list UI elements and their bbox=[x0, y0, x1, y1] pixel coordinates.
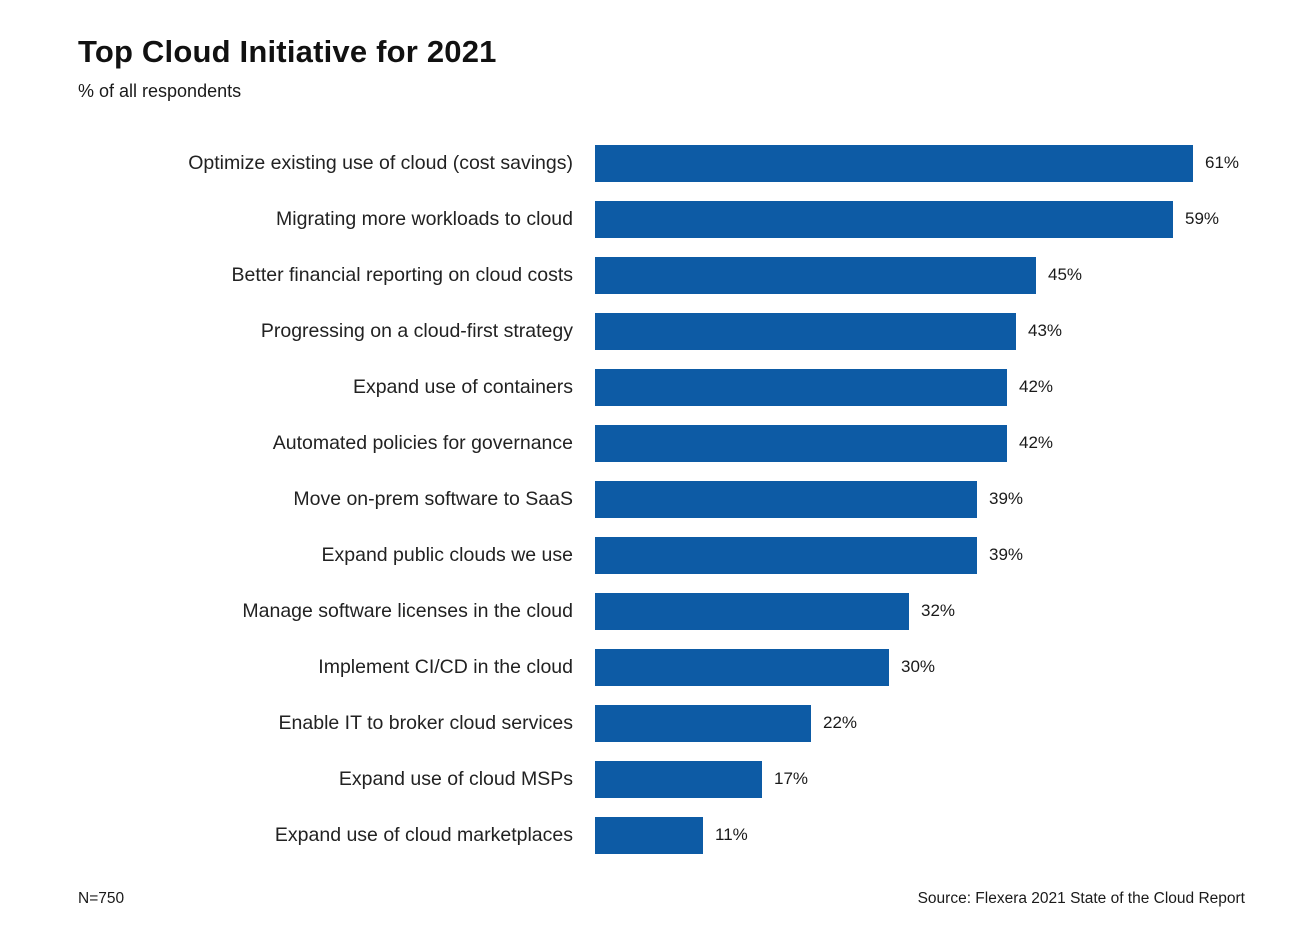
bar-track: 22% bbox=[595, 704, 858, 742]
value-label: 59% bbox=[1185, 209, 1220, 228]
bar bbox=[595, 424, 1007, 462]
bar bbox=[595, 256, 1036, 294]
bar-track: 32% bbox=[595, 592, 956, 630]
value-label: 61% bbox=[1205, 153, 1240, 172]
bar-track: 43% bbox=[595, 312, 1063, 350]
bar bbox=[595, 312, 1016, 350]
category-label: Expand use of cloud marketplaces bbox=[274, 823, 573, 846]
category-label: Move on-prem software to SaaS bbox=[293, 487, 573, 510]
bar-track: 42% bbox=[595, 424, 1054, 462]
bar-row: Expand use of containers 42% bbox=[78, 359, 1245, 415]
category-label: Manage software licenses in the cloud bbox=[242, 599, 573, 622]
value-label: 42% bbox=[1019, 377, 1054, 396]
bar-track: 59% bbox=[595, 200, 1220, 238]
value-label: 39% bbox=[989, 489, 1024, 508]
value-label: 22% bbox=[823, 713, 858, 732]
chart-subtitle: % of all respondents bbox=[78, 81, 242, 101]
bar-row: Expand public clouds we use 39% bbox=[78, 527, 1245, 583]
bar-row: Expand use of cloud MSPs 17% bbox=[78, 751, 1245, 807]
value-label: 42% bbox=[1019, 433, 1054, 452]
bar-row: Automated policies for governance 42% bbox=[78, 415, 1245, 471]
category-label: Expand use of cloud MSPs bbox=[338, 767, 573, 790]
bar bbox=[595, 704, 811, 742]
bar bbox=[595, 592, 909, 630]
bar bbox=[595, 144, 1193, 182]
bar-row: Progressing on a cloud-first strategy 43% bbox=[78, 303, 1245, 359]
category-label: Expand public clouds we use bbox=[321, 543, 574, 566]
value-label: 30% bbox=[901, 657, 936, 676]
bar-row: Expand use of cloud marketplaces 11% bbox=[78, 807, 1245, 863]
bar bbox=[595, 200, 1173, 238]
bar-track: 61% bbox=[595, 144, 1240, 182]
category-label: Optimize existing use of cloud (cost sav… bbox=[188, 151, 573, 174]
category-label: Automated policies for governance bbox=[272, 431, 573, 454]
bar-row: Enable IT to broker cloud services 22% bbox=[78, 695, 1245, 751]
bar-row: Better financial reporting on cloud cost… bbox=[78, 247, 1245, 303]
value-label: 32% bbox=[921, 601, 956, 620]
bar-track: 45% bbox=[595, 256, 1083, 294]
value-label: 11% bbox=[715, 825, 748, 844]
bar bbox=[595, 760, 762, 798]
category-label: Implement CI/CD in the cloud bbox=[318, 655, 573, 678]
bar-track: 39% bbox=[595, 480, 1024, 518]
bar-row: Manage software licenses in the cloud 32% bbox=[78, 583, 1245, 639]
bar bbox=[595, 648, 889, 686]
category-label: Migrating more workloads to cloud bbox=[276, 207, 573, 230]
bar-row: Optimize existing use of cloud (cost sav… bbox=[78, 135, 1245, 191]
bar bbox=[595, 536, 977, 574]
value-label: 45% bbox=[1048, 265, 1083, 284]
category-label: Expand use of containers bbox=[352, 375, 573, 398]
bar-row: Implement CI/CD in the cloud 30% bbox=[78, 639, 1245, 695]
value-label: 43% bbox=[1028, 321, 1063, 340]
category-label: Progressing on a cloud-first strategy bbox=[260, 319, 573, 342]
chart-title: Top Cloud Initiative for 2021 bbox=[78, 34, 497, 69]
value-label: 17% bbox=[774, 769, 809, 788]
sample-size-label: N=750 bbox=[78, 890, 125, 907]
bar-track: 17% bbox=[595, 760, 809, 798]
bar-track: 42% bbox=[595, 368, 1054, 406]
category-label: Better financial reporting on cloud cost… bbox=[231, 263, 573, 286]
bar-track: 30% bbox=[595, 648, 936, 686]
chart-footer: N=750 Source: Flexera 2021 State of the … bbox=[78, 890, 1245, 908]
value-label: 39% bbox=[989, 545, 1024, 564]
source-label: Source: Flexera 2021 State of the Cloud … bbox=[917, 890, 1245, 907]
bar-row: Move on-prem software to SaaS 39% bbox=[78, 471, 1245, 527]
bar-row: Migrating more workloads to cloud 59% bbox=[78, 191, 1245, 247]
bar bbox=[595, 368, 1007, 406]
bar bbox=[595, 816, 703, 854]
category-label: Enable IT to broker cloud services bbox=[278, 711, 573, 734]
bar-track: 39% bbox=[595, 536, 1024, 574]
bar bbox=[595, 480, 977, 518]
chart-header: Top Cloud Initiative for 2021 % of all r… bbox=[78, 34, 1245, 102]
bar-chart: Optimize existing use of cloud (cost sav… bbox=[78, 135, 1245, 863]
bar-track: 11% bbox=[595, 816, 748, 854]
